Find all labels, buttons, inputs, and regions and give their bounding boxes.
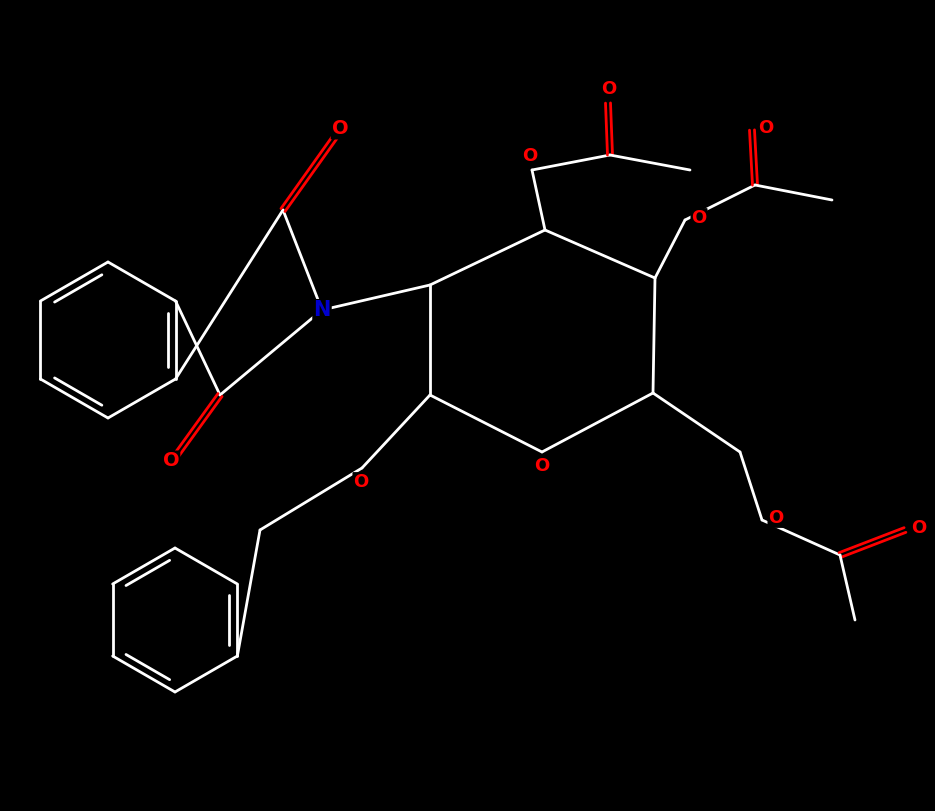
Text: O: O [332, 119, 349, 139]
Text: O: O [912, 519, 927, 537]
Text: O: O [758, 119, 773, 137]
Text: O: O [353, 473, 368, 491]
Text: O: O [163, 452, 180, 470]
Text: O: O [601, 80, 616, 98]
Text: O: O [535, 457, 550, 475]
Text: N: N [313, 300, 331, 320]
Text: O: O [769, 509, 784, 527]
Text: O: O [523, 147, 538, 165]
Text: O: O [691, 209, 707, 227]
